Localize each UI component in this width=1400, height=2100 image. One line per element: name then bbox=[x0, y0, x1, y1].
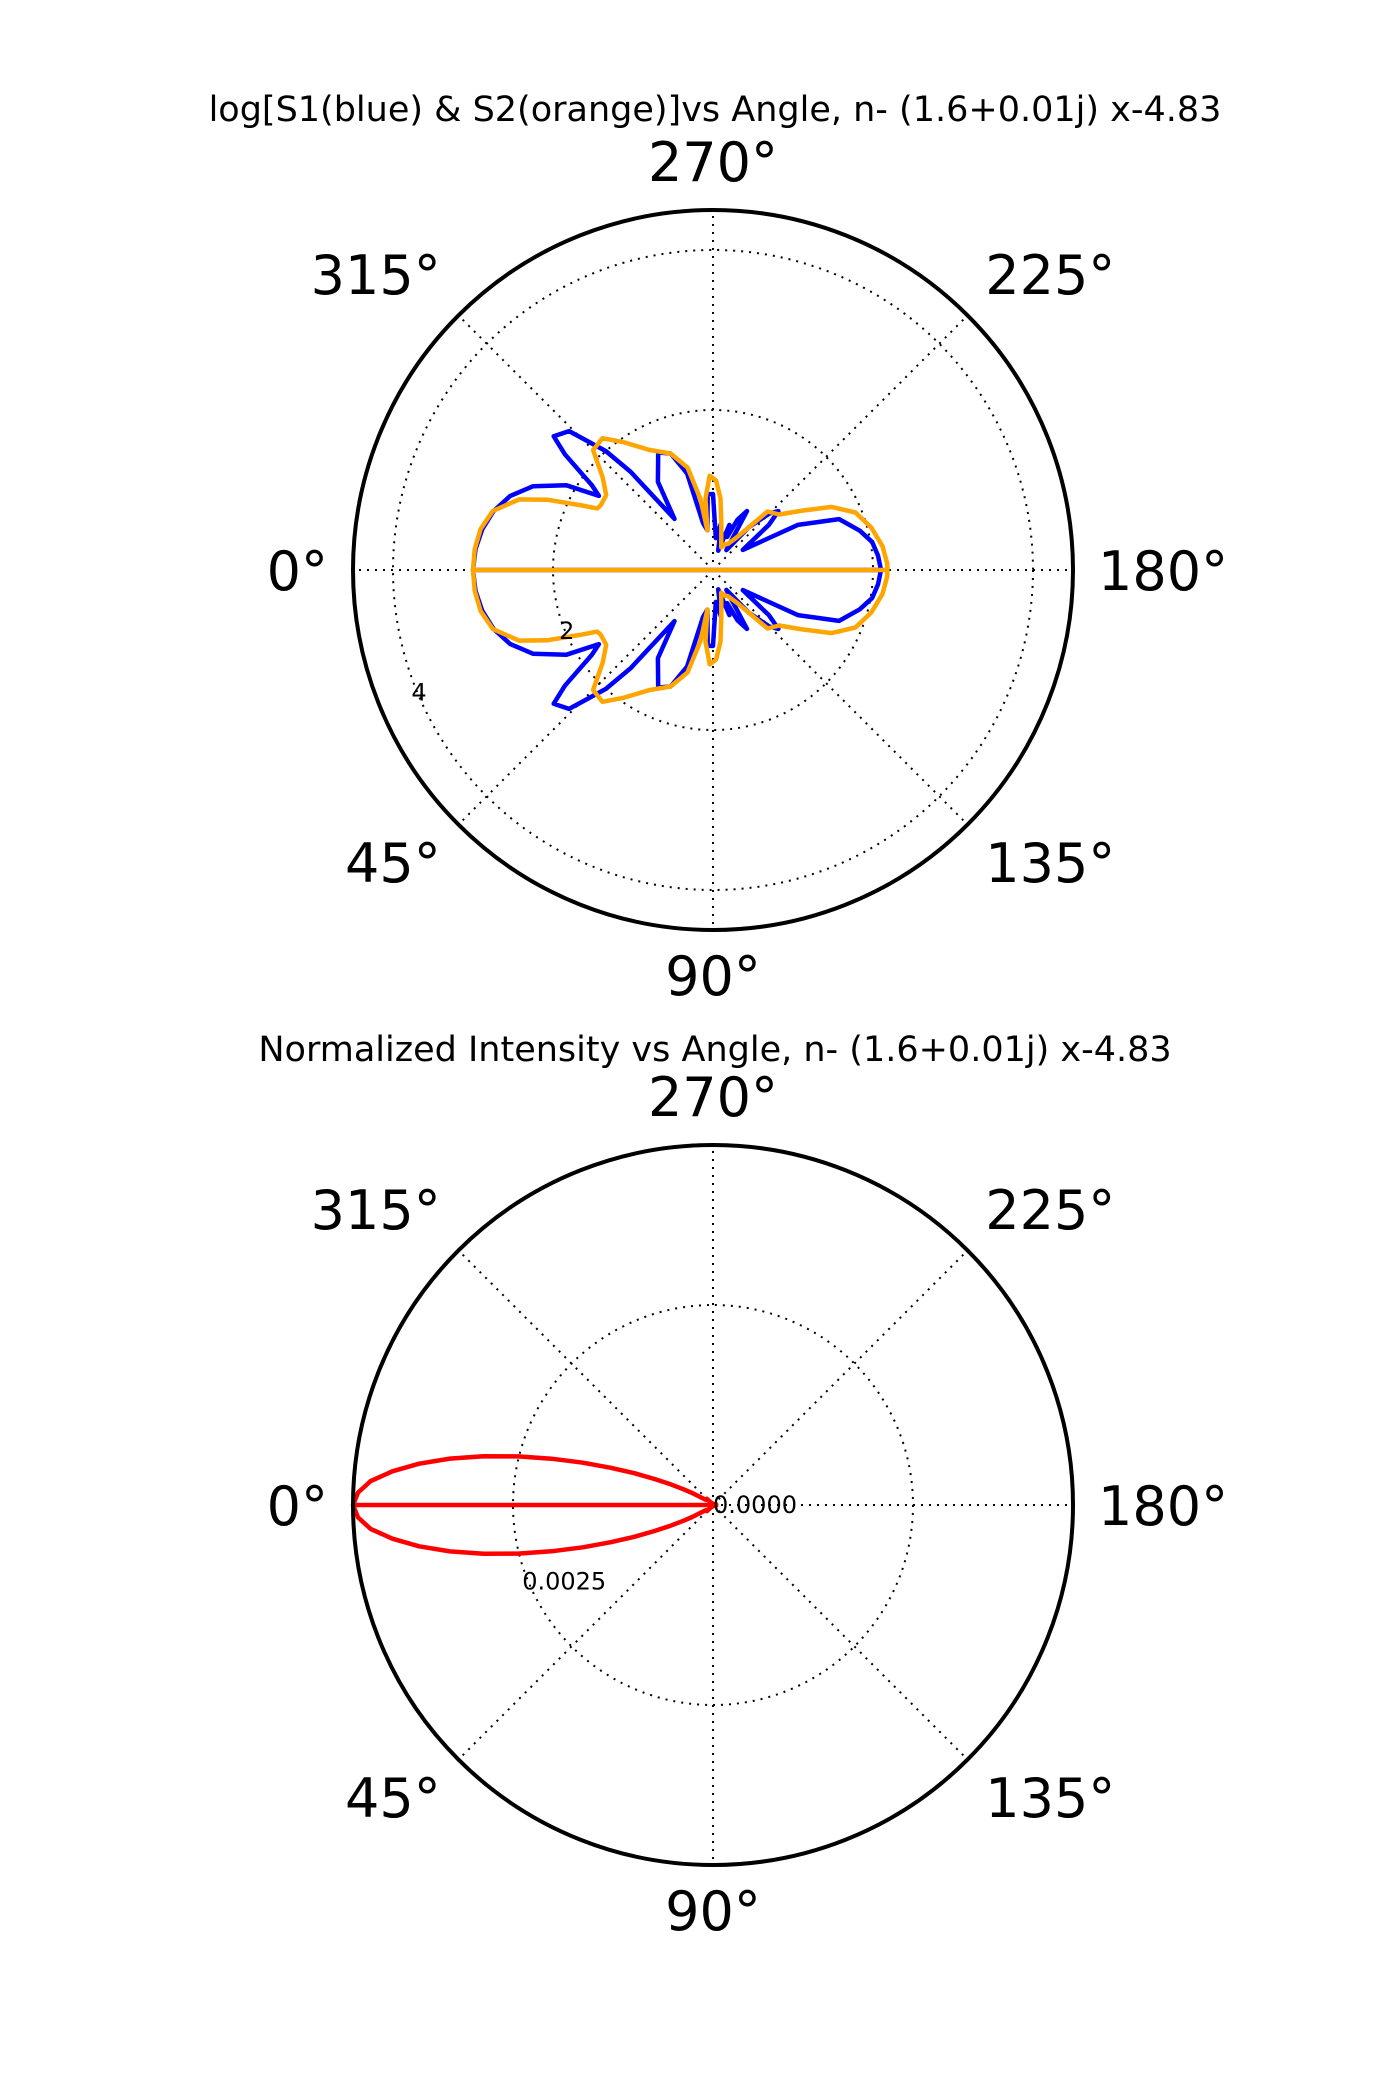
radial-gridline bbox=[512, 1304, 914, 1706]
theta-tick-label: 90° bbox=[665, 1880, 761, 1943]
angular-gridline bbox=[712, 1249, 969, 1506]
radial-tick-label: 0.0000 bbox=[713, 1491, 797, 1519]
theta-tick-label: 45° bbox=[345, 832, 441, 895]
theta-tick-label: 0° bbox=[267, 540, 328, 603]
theta-tick-label: 180° bbox=[1098, 540, 1228, 603]
polar-frame bbox=[351, 208, 1075, 932]
radial-gridline bbox=[392, 249, 1034, 891]
angular-gridline bbox=[457, 1504, 714, 1761]
theta-tick-label: 225° bbox=[985, 1179, 1115, 1242]
theta-tick-label: 315° bbox=[311, 1179, 441, 1242]
angular-gridline bbox=[712, 569, 969, 826]
polar-frame bbox=[351, 1143, 1075, 1867]
radial-tick-label: 2 bbox=[559, 617, 574, 645]
theta-tick-label: 180° bbox=[1098, 1475, 1228, 1538]
theta-tick-label: 135° bbox=[985, 1767, 1115, 1830]
polar-chart-log-s1-s2: log[S1(blue) & S2(orange)]vs Angle, n- (… bbox=[0, 0, 1400, 1040]
radial-tick-label: 4 bbox=[411, 678, 426, 706]
theta-tick-label: 45° bbox=[345, 1767, 441, 1830]
theta-tick-label: 315° bbox=[311, 244, 441, 307]
theta-tick-label: 225° bbox=[985, 244, 1115, 307]
angular-gridline bbox=[457, 314, 714, 571]
theta-tick-label: 0° bbox=[267, 1475, 328, 1538]
chart-title: Normalized Intensity vs Angle, n- (1.6+0… bbox=[258, 1030, 1172, 1070]
theta-tick-label: 135° bbox=[985, 832, 1115, 895]
theta-tick-label: 90° bbox=[665, 945, 761, 1008]
chart-title: log[S1(blue) & S2(orange)]vs Angle, n- (… bbox=[208, 90, 1222, 130]
polar-plot-area: 0° 45° 90° 135° 180° 225° 270° 315° 0.0000 0.0025 bbox=[267, 1066, 1228, 1943]
angular-gridline bbox=[457, 1249, 714, 1506]
polar-plot-area: 0° 45° 90° 135° 180° 225° 270° 315° 2 4 bbox=[267, 131, 1228, 1008]
angular-gridline bbox=[712, 1504, 969, 1761]
radial-tick-label: 0.0025 bbox=[522, 1568, 606, 1596]
theta-tick-label: 270° bbox=[648, 1066, 778, 1129]
angular-gridline bbox=[457, 569, 714, 826]
angular-gridline bbox=[712, 314, 969, 571]
polar-chart-normalized-intensity: Normalized Intensity vs Angle, n- (1.6+0… bbox=[0, 1030, 1400, 2100]
theta-tick-label: 270° bbox=[648, 131, 778, 194]
